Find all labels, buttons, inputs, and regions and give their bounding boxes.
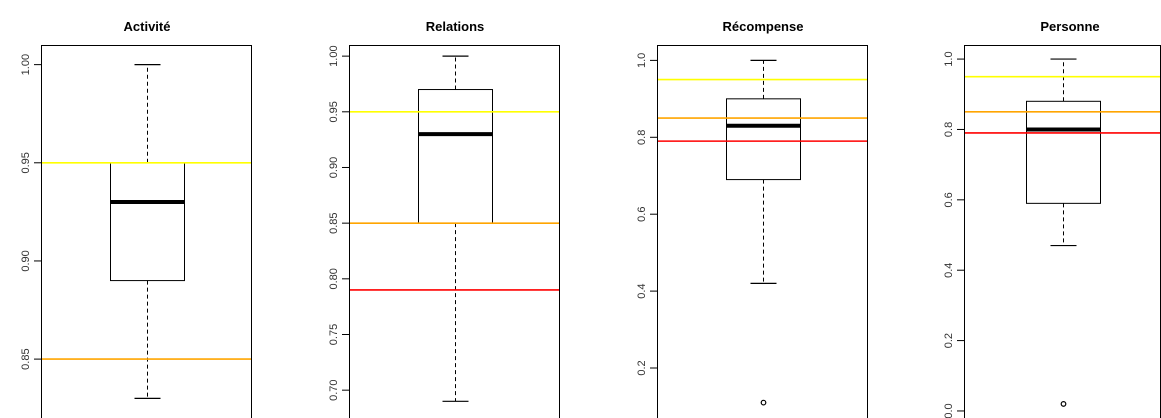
- panel-title: Récompense: [723, 19, 804, 34]
- y-tick-label: 1.00: [20, 54, 32, 75]
- y-tick-label: 0.85: [328, 212, 340, 233]
- y-tick-label: 1.0: [943, 51, 955, 66]
- y-tick-label: 0.2: [943, 333, 955, 348]
- panel-title: Activité: [124, 19, 171, 34]
- y-tick-label: 0.4: [636, 283, 648, 298]
- y-tick-label: 0.80: [328, 268, 340, 289]
- panel-title: Relations: [426, 19, 485, 34]
- y-tick-label: 0.95: [20, 152, 32, 173]
- outlier-point: [760, 399, 767, 406]
- y-tick-label: 1.0: [636, 53, 648, 68]
- panel-recompense: Récompense 0.2 0.4 0.6 0.8 1.0: [636, 19, 868, 418]
- y-tick-label: 0.8: [636, 130, 648, 145]
- y-tick-label: 0.95: [328, 101, 340, 122]
- box-iqr: [110, 162, 185, 282]
- y-tick-label: 0.8: [943, 122, 955, 137]
- plot-frame: [41, 45, 252, 418]
- y-tick-label: 0.85: [20, 348, 32, 369]
- y-tick-label: 0.70: [328, 379, 340, 400]
- outlier-point: [1060, 401, 1067, 407]
- panel-activite: Activité 0.85 0.90 0.95 1.00: [20, 19, 252, 418]
- y-tick-label: 0.6: [636, 207, 648, 222]
- plot-frame: [349, 45, 560, 418]
- y-tick-label: 0.90: [20, 250, 32, 271]
- y-tick-label: 0.6: [943, 192, 955, 207]
- y-tick-label: 0.90: [328, 157, 340, 178]
- panel-personne: Personne 0.0 0.2 0.4 0.6 0.8 1.0: [943, 19, 1161, 418]
- plot-frame: [657, 45, 868, 418]
- panel-title: Personne: [1040, 19, 1099, 34]
- y-tick-label: 0.0: [943, 403, 955, 418]
- box-iqr: [1026, 100, 1101, 204]
- box-iqr: [418, 89, 493, 224]
- panel-relations: Relations 0.70 0.75 0.80 0.85 0.90 0.95 1.00: [328, 19, 560, 418]
- box-iqr: [726, 98, 801, 181]
- y-tick-label: 0.2: [636, 360, 648, 375]
- y-tick-label: 0.75: [328, 324, 340, 345]
- y-tick-label: 0.4: [943, 263, 955, 278]
- y-tick-label: 1.00: [328, 45, 340, 66]
